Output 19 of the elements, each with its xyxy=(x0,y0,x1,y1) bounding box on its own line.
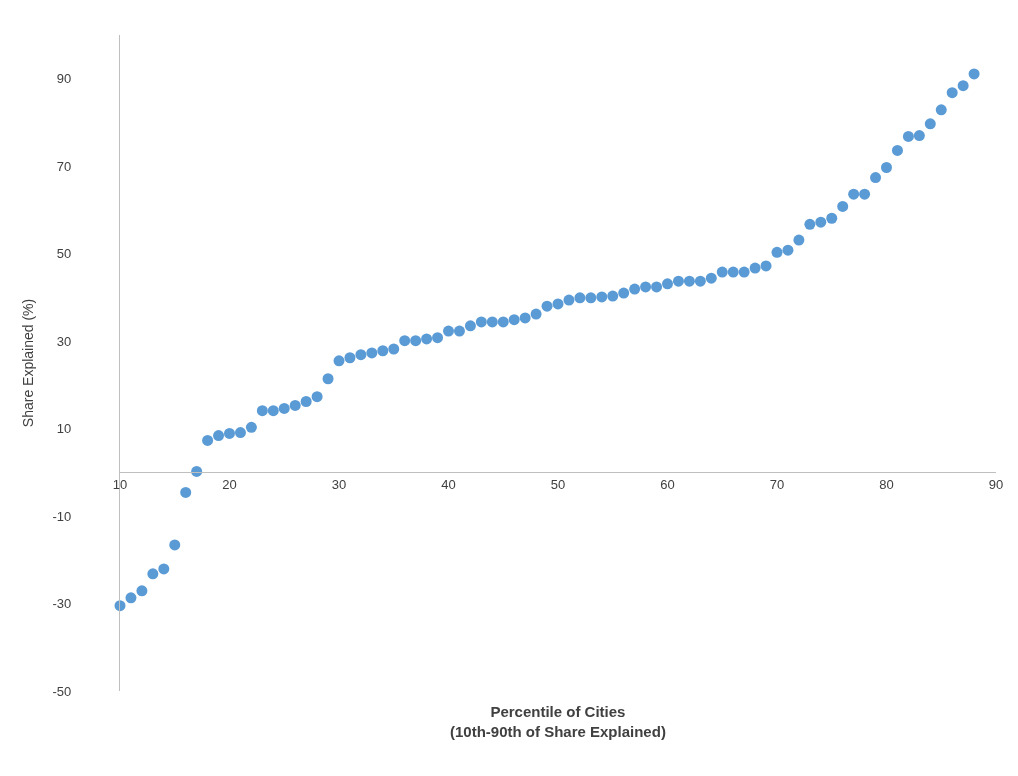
y-tick-label: 90 xyxy=(56,71,72,87)
y-tick-label: -30 xyxy=(52,596,72,612)
x-tick-label: 80 xyxy=(879,477,894,493)
y-axis-title: Share Explained (%) xyxy=(20,298,37,428)
x-tick-label: 40 xyxy=(441,477,456,493)
y-tick-label: 30 xyxy=(56,333,72,349)
y-tick-label: 10 xyxy=(56,421,72,437)
x-tick-label: 30 xyxy=(331,477,347,493)
y-tick-label: -50 xyxy=(52,683,72,699)
y-tick-label: -10 xyxy=(52,508,72,524)
x-tick-label: 10 xyxy=(112,477,128,493)
y-tick-label: 70 xyxy=(56,158,72,174)
x-tick-label: 90 xyxy=(988,477,1004,493)
x-tick-label: 70 xyxy=(769,477,785,493)
x-tick-label: 50 xyxy=(550,477,566,493)
x-axis-title: Percentile of Cities (10th-90th of Share Explained) xyxy=(450,703,666,740)
y-tick-label: 50 xyxy=(56,246,72,262)
x-tick-label: 20 xyxy=(222,477,237,493)
x-tick-label: 60 xyxy=(660,477,675,493)
